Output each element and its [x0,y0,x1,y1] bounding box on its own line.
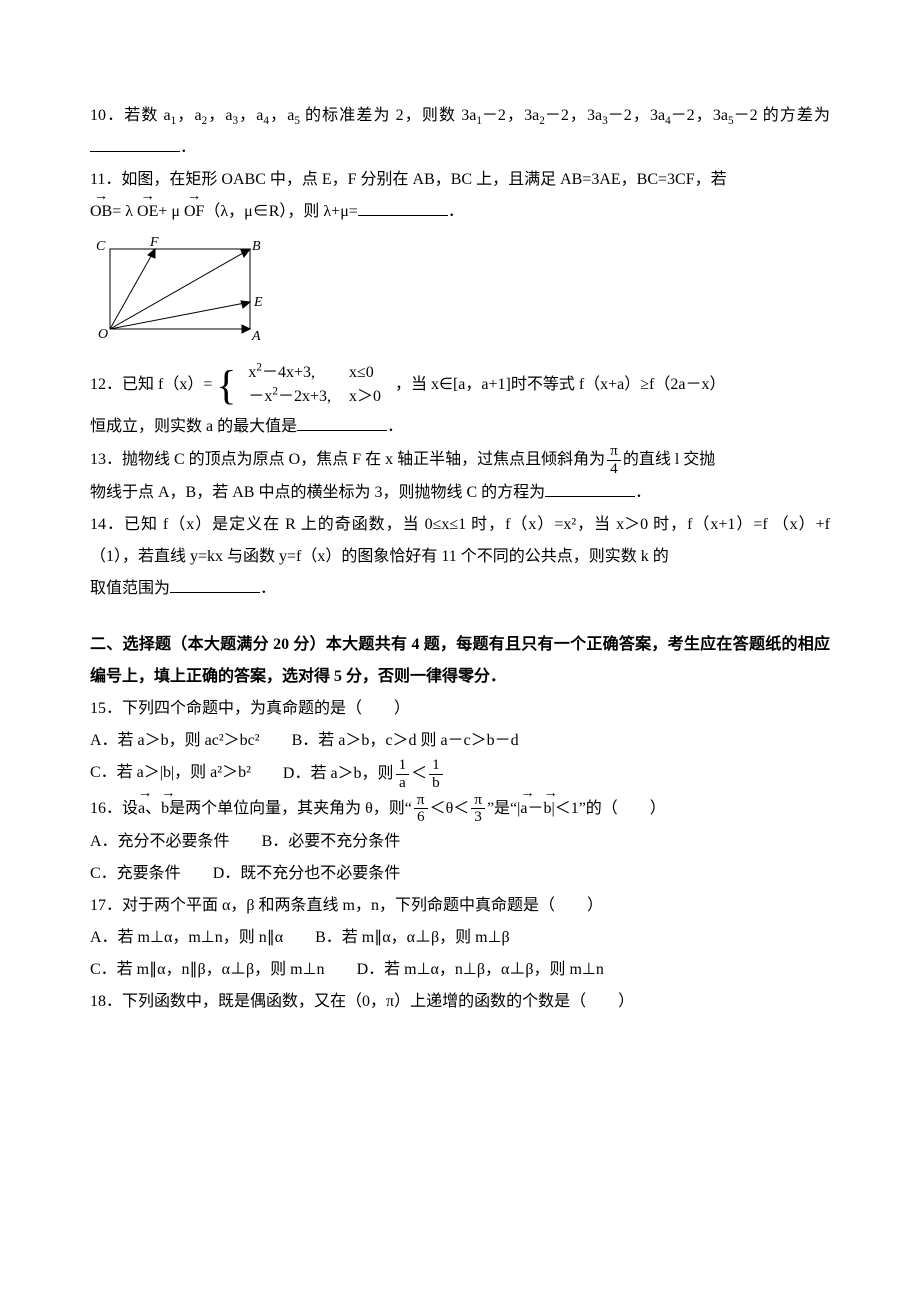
q13-line2: 物线于点 A，B，若 AB 中点的横坐标为 3，则抛物线 C 的方程为 [90,484,545,501]
fig-label-o: O [98,327,108,342]
page: 10．若数 a1，a2，a3，a4，a5 的标准差为 2，则数 3a1－2，3a… [0,0,920,1302]
q13-line1b: 的直线 l 交抛 [623,451,715,468]
vector-a: a [138,793,145,825]
fig-label-f: F [149,235,159,250]
q12-blank [297,414,387,431]
q16-choice-b: B．必要不充分条件 [262,826,401,858]
q16-choice-c: C．充要条件 [90,858,181,890]
q11-figure: O A B C E F [90,234,270,354]
q13-line1a: 13．抛物线 C 的顶点为原点 O，焦点 F 在 x 轴正半轴，过焦点且倾斜角为 [90,451,605,468]
q17-choice-b: B．若 m∥α，α⊥β，则 m⊥β [315,922,510,954]
q12-mid: ，当 x∈[a，a+1]时不等式 f（x+a）≥f（2a－x） [395,376,726,393]
vector-ob: OB [90,196,112,228]
left-brace-icon: { [216,367,236,404]
q18-stem: 18．下列函数中，既是偶函数，又在（0，π）上递增的函数的个数是（ ） [90,986,830,1018]
q13-period: ． [635,484,651,501]
q15-choice-a: A．若 a＞b，则 ac²＞bc² [90,725,260,757]
q14-line3: 取值范围为 [90,580,170,597]
q13-frac: π4 [607,443,621,477]
q12-row1-cond: x≤0 [341,362,389,384]
fig-label-c: C [96,239,106,254]
vector-b2: b [543,793,551,825]
q17-stem: 17．对于两个平面 α，β 和两条直线 m，n，下列命题中真命题是（ ） [90,890,830,922]
q12-row2: －x2－2x+3, [240,386,339,408]
q14-blank [170,576,260,593]
fig-label-a: A [251,329,261,344]
q11-eq: = λ [112,203,137,220]
vector-a2: a [520,793,527,825]
question-17: 17．对于两个平面 α，β 和两条直线 m，n，下列命题中真命题是（ ） A．若… [90,890,830,986]
q10-text: 10．若数 a1，a2，a3，a4，a5 的标准差为 2，则数 3a1－2，3a… [90,107,830,124]
vector-b: b [161,793,169,825]
q12-fx: f（x）= [158,376,212,393]
q13-blank [545,480,635,497]
section-2-title: 二、选择题（本大题满分 20 分）本大题共有 4 题，每题有且只有一个正确答案，… [90,629,830,693]
question-14: 14．已知 f（x）是定义在 R 上的奇函数，当 0≤x≤1 时，f（x）=x²… [90,509,830,605]
vector-of: OF [184,196,204,228]
q11-tail: （λ，μ∈R），则 λ+μ= [204,203,357,220]
q12-period: ． [387,418,403,435]
fig-label-e: E [253,295,263,310]
q10-blank [90,135,180,152]
q16-stem: 16．设a、b是两个单位向量，其夹角为 θ，则“π6＜θ＜π3”是“|a－b|＜… [90,792,830,826]
q11-blank [358,199,448,216]
q10-period: ． [180,139,196,156]
q11-plus: + μ [158,203,184,220]
vector-oe: OE [137,196,158,228]
question-10: 10．若数 a1，a2，a3，a4，a5 的标准差为 2，则数 3a1－2，3a… [90,100,830,164]
question-15: 15．下列四个命题中，为真命题的是（ ） A．若 a＞b，则 ac²＞bc² B… [90,693,830,791]
q17-choice-c: C．若 m∥α，n∥β，α⊥β，则 m⊥n [90,954,325,986]
q17-choice-a: A．若 m⊥α，m⊥n，则 n∥α [90,922,283,954]
q12-row1: x2－4x+3, [240,362,339,384]
q12-piecewise: x2－4x+3, x≤0 －x2－2x+3, x＞0 [238,360,391,411]
q15-choice-d: D．若 a＞b，则1a＜1b [283,757,445,791]
q16-choice-a: A．充分不必要条件 [90,826,230,858]
question-16: 16．设a、b是两个单位向量，其夹角为 θ，则“π6＜θ＜π3”是“|a－b|＜… [90,792,830,890]
q12-line2: 恒成立，则实数 a 的最大值是 [90,418,297,435]
question-11: 11．如图，在矩形 OABC 中，点 E，F 分别在 AB，BC 上，且满足 A… [90,164,830,354]
q15-stem: 15．下列四个命题中，为真命题的是（ ） [90,693,830,725]
q16-choice-d: D．既不充分也不必要条件 [213,858,401,890]
spacer [90,605,830,629]
q14-period: ． [260,580,276,597]
q17-choice-d: D．若 m⊥α，n⊥β，α⊥β，则 m⊥n [357,954,604,986]
q14-line1: 14．已知 f（x）是定义在 R 上的奇函数，当 0≤x≤1 时，f（x）=x²… [90,516,768,533]
question-12: 12．已知 f（x）= { x2－4x+3, x≤0 －x2－2x+3, x＞0… [90,360,830,443]
q11-period: ． [448,203,464,220]
q12-row2-cond: x＞0 [341,386,389,408]
q15-choice-b: B．若 a＞b，c＞d 则 a－c＞b－d [292,725,519,757]
q12-lead: 12．已知 [90,376,154,393]
question-18: 18．下列函数中，既是偶函数，又在（0，π）上递增的函数的个数是（ ） [90,986,830,1018]
question-13: 13．抛物线 C 的顶点为原点 O，焦点 F 在 x 轴正半轴，过焦点且倾斜角为… [90,443,830,509]
fig-label-b: B [252,239,261,254]
